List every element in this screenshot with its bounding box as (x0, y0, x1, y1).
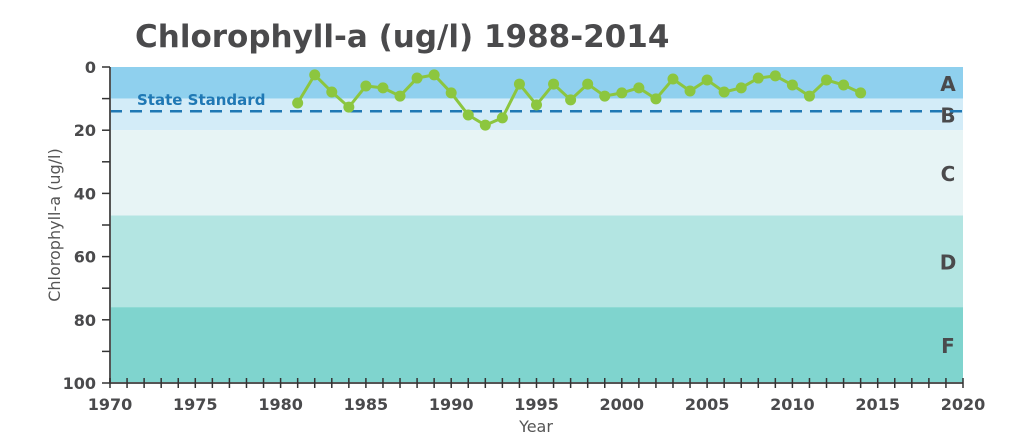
chart-title: Chlorophyll-a (ug/l) 1988-2014 (135, 19, 669, 55)
data-point (394, 90, 406, 102)
x-tick-label: 2000 (600, 395, 645, 414)
data-point (445, 87, 457, 99)
y-tick-label: 80 (74, 311, 96, 330)
data-point (309, 69, 321, 81)
band-label-A: A (940, 72, 956, 96)
data-point (582, 78, 594, 90)
data-point (752, 72, 764, 84)
y-axis-label: Chlorophyll-a (ug/l) (45, 148, 64, 302)
chlorophyll-line (296, 72, 862, 127)
data-point (292, 97, 304, 109)
y-tick-label: 100 (63, 374, 96, 393)
data-point (377, 82, 389, 94)
band-label-C: C (941, 162, 956, 186)
band-C (110, 130, 963, 216)
x-tick-label: 2015 (855, 395, 900, 414)
x-tick-label: 1995 (514, 395, 559, 414)
data-point (326, 86, 338, 98)
data-point (616, 87, 628, 99)
data-point (360, 80, 372, 92)
data-point (513, 78, 525, 90)
data-point (684, 85, 696, 97)
data-point (667, 73, 679, 85)
x-tick-label: 1980 (258, 395, 303, 414)
band-label-D: D (940, 250, 957, 274)
data-point (343, 101, 355, 113)
data-point (633, 82, 645, 94)
band-label-B: B (940, 103, 955, 127)
band-F (110, 307, 963, 383)
data-point (821, 74, 833, 86)
y-tick-label: 60 (74, 248, 96, 267)
y-tick-label: 20 (74, 121, 96, 140)
x-tick-label: 1975 (173, 395, 218, 414)
data-point (769, 70, 781, 82)
data-point (855, 87, 867, 99)
data-point (531, 99, 542, 111)
data-point (701, 74, 713, 86)
data-point (462, 109, 474, 121)
x-tick-label: 2010 (770, 395, 815, 414)
band-A (110, 67, 963, 99)
data-point (548, 78, 560, 90)
x-tick-label: 2005 (685, 395, 730, 414)
x-tick-label: 2020 (941, 395, 986, 414)
data-point (735, 82, 747, 94)
data-point (803, 90, 815, 102)
data-point (718, 86, 730, 98)
x-tick-label: 1985 (344, 395, 389, 414)
data-point (565, 94, 577, 106)
band-D (110, 215, 963, 308)
x-axis-label: Year (518, 417, 553, 436)
y-tick-label: 40 (74, 184, 96, 203)
y-tick-label: 0 (85, 58, 96, 77)
data-point (838, 79, 850, 91)
data-point (496, 112, 508, 124)
data-point (428, 69, 440, 81)
state-standard-label: State Standard (137, 91, 265, 109)
data-point (650, 93, 662, 105)
x-tick-label: 1970 (88, 395, 133, 414)
data-point (599, 90, 611, 102)
data-point (479, 119, 491, 131)
band-label-F: F (941, 334, 955, 358)
data-point (411, 72, 423, 84)
data-point (786, 79, 798, 91)
x-tick-label: 1990 (429, 395, 474, 414)
